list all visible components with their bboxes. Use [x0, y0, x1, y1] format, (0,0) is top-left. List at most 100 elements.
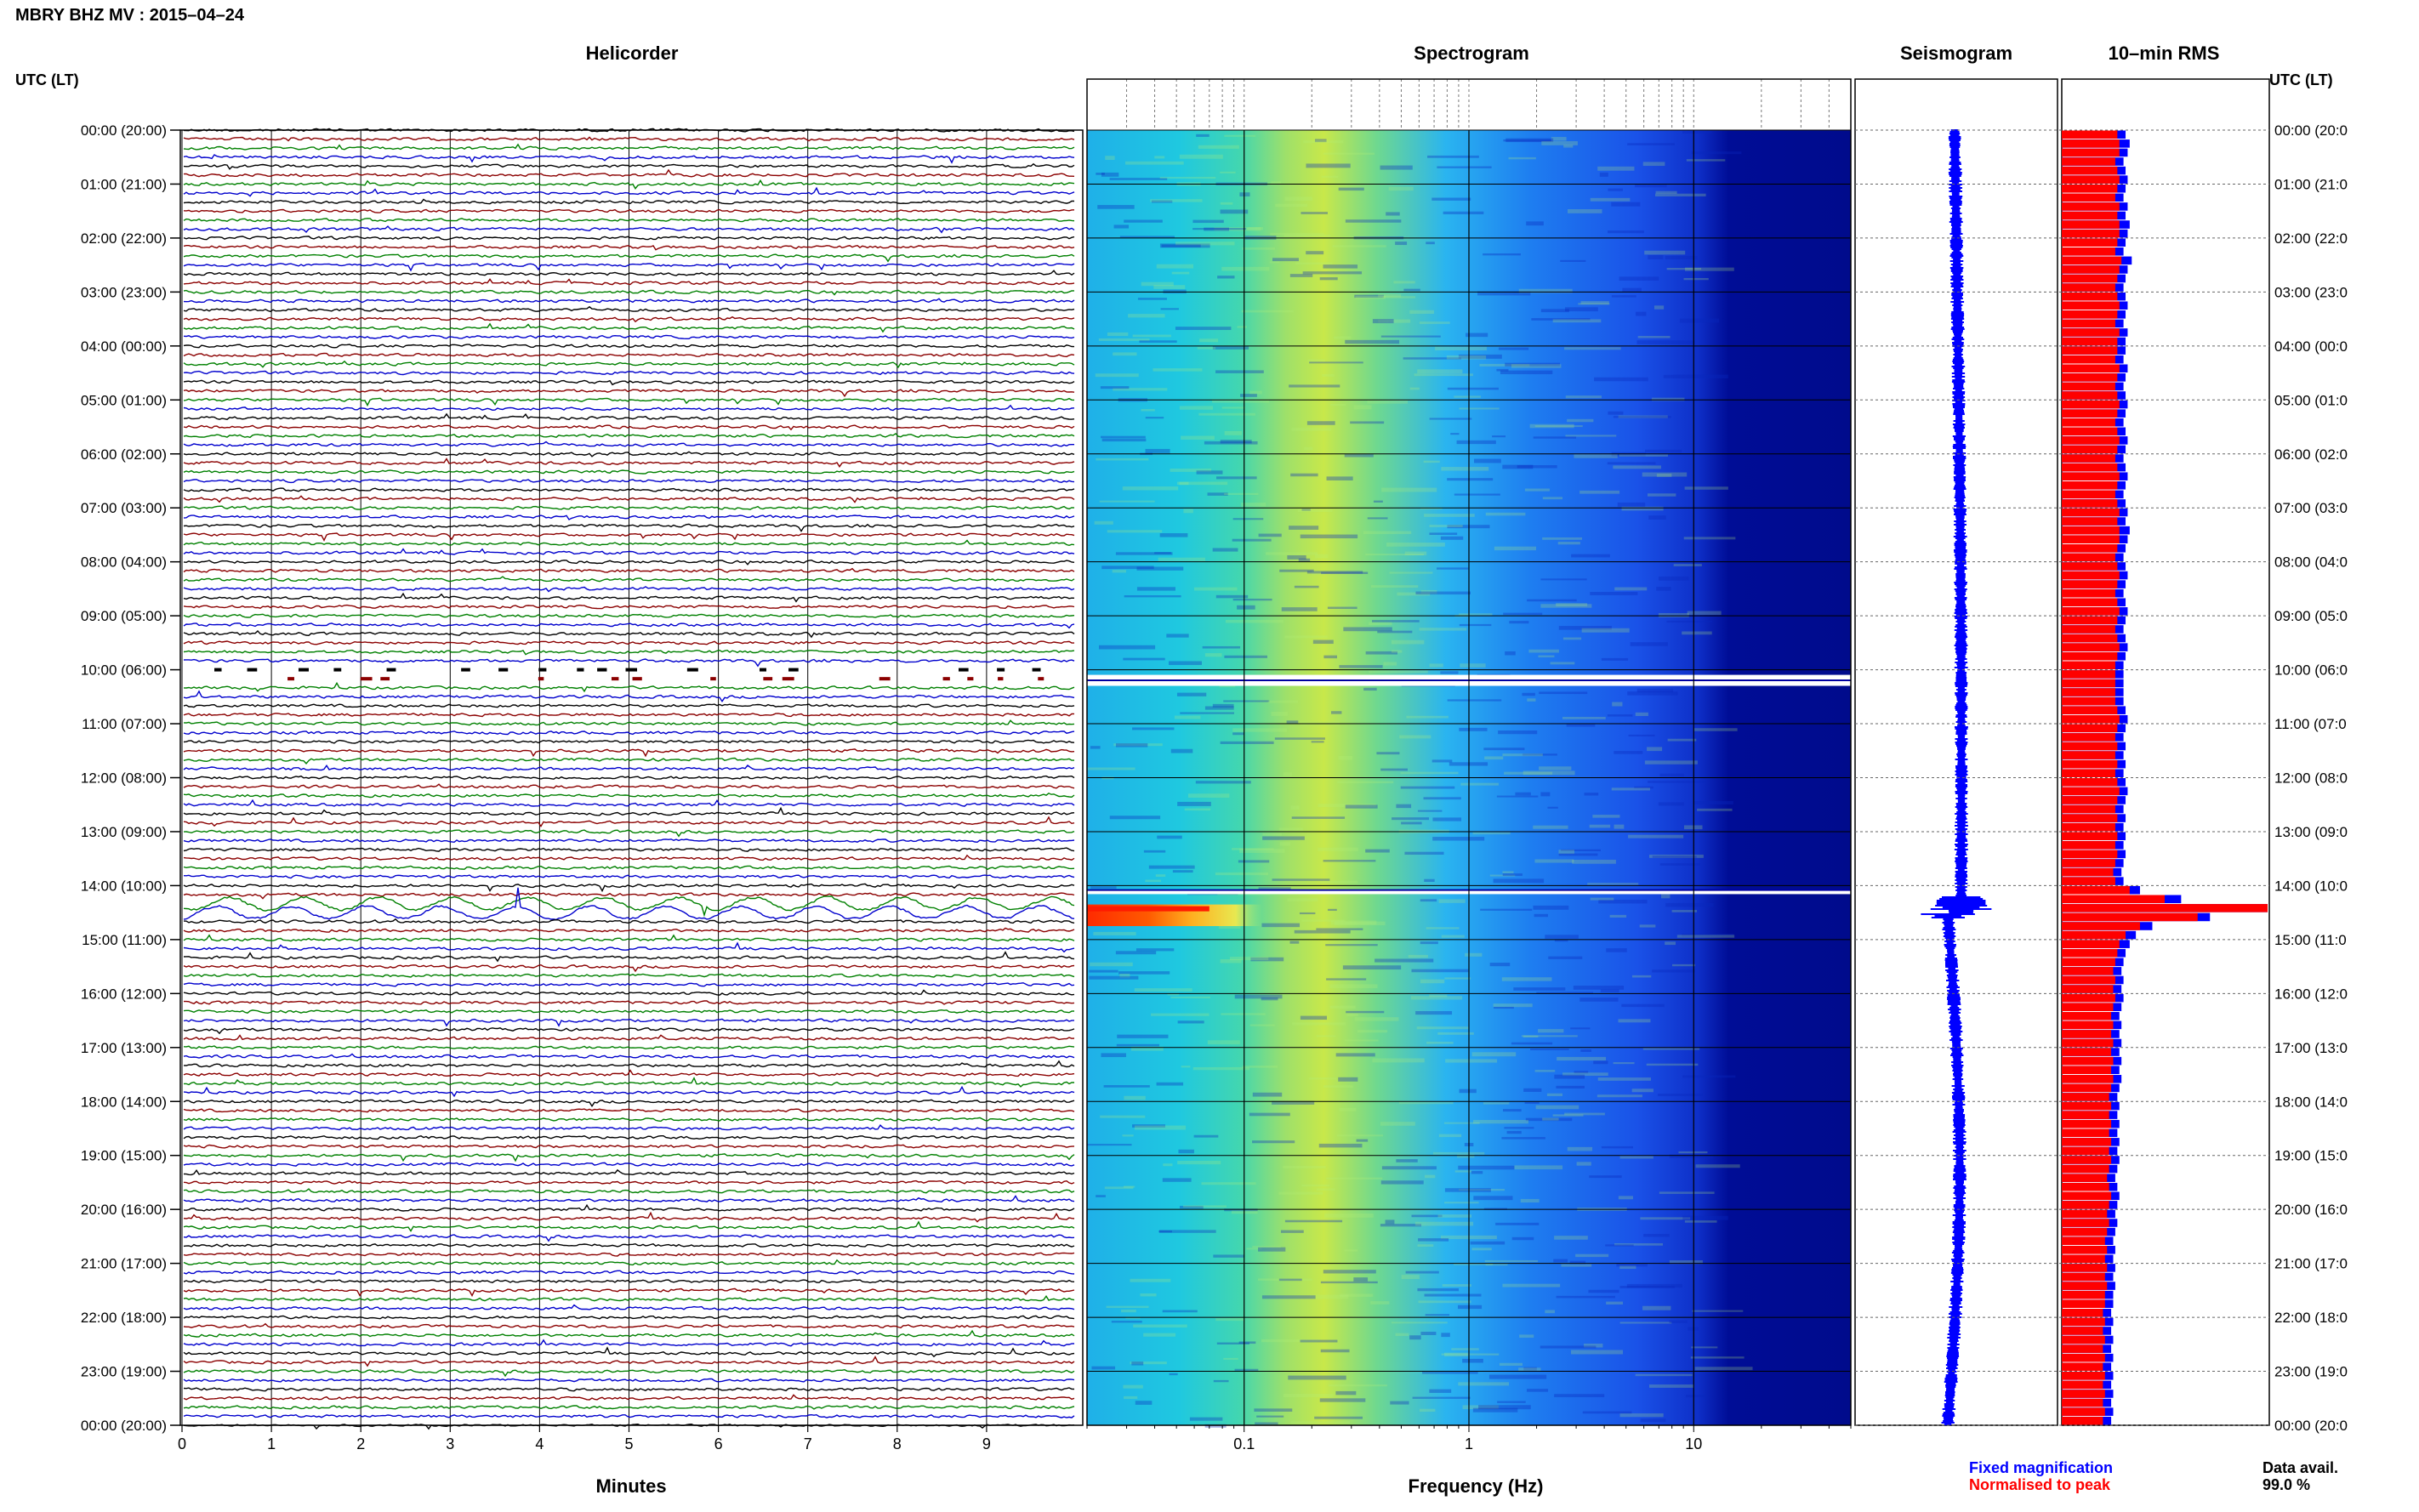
spectrogram-streak — [1531, 318, 1591, 321]
spectrogram-streak — [1493, 1003, 1533, 1008]
spectrogram-streak — [1101, 1053, 1126, 1058]
spectrogram-streak — [1415, 591, 1471, 595]
spectrogram-streak — [1340, 1293, 1374, 1297]
spectrogram-streak — [1365, 554, 1424, 556]
spectrogram-streak — [1466, 333, 1488, 338]
spectrogram-streak — [1294, 929, 1351, 934]
spectrogram-streak — [1357, 1030, 1388, 1033]
spectrogram-streak — [1618, 415, 1668, 418]
spectrogram-streak — [1619, 1156, 1653, 1159]
spectrogram-streak — [1287, 898, 1318, 902]
spectrogram-streak — [1554, 1394, 1605, 1397]
spectrogram-streak — [1523, 753, 1557, 756]
helicorder-trace — [183, 640, 1075, 645]
helicorder-trace — [183, 829, 1075, 838]
spectrogram-streak — [1089, 975, 1139, 980]
spectrogram-streak — [1295, 262, 1333, 265]
spectrogram-streak — [1113, 388, 1168, 391]
helicorder-trace — [183, 1322, 1075, 1329]
spectrogram-streak — [1118, 971, 1170, 975]
spectrogram-streak — [1458, 1165, 1515, 1170]
spectrogram-streak — [1320, 1349, 1350, 1353]
spectrogram-streak — [1137, 298, 1167, 300]
helicorder-trace — [183, 289, 1075, 296]
spectrogram-streak — [1429, 1389, 1452, 1393]
helicorder-trace — [183, 874, 1075, 879]
spectrogram-streak — [1637, 336, 1671, 338]
rms-bar-normalised — [2062, 904, 2268, 912]
spectrogram-streak — [1665, 941, 1676, 946]
spectrogram-streak — [1590, 897, 1614, 901]
spectrogram-streak — [1187, 793, 1230, 799]
spectrogram-streak — [1423, 460, 1440, 463]
rms-bar-normalised — [2062, 400, 2120, 409]
spectrogram-streak — [1682, 130, 1712, 134]
spectrogram-streak — [1525, 1117, 1573, 1122]
spectrogram-streak — [1666, 267, 1702, 270]
spectrogram-streak — [1289, 526, 1319, 530]
helicorder-trace — [183, 757, 1074, 765]
spectrogram-streak — [1204, 1424, 1227, 1428]
rms-bar-normalised — [2062, 436, 2120, 445]
spectrogram-streak — [1459, 623, 1492, 627]
spectrogram-streak — [1619, 1265, 1636, 1270]
spectrogram-streak — [1278, 1191, 1323, 1195]
spectrogram-streak — [1421, 1371, 1478, 1374]
spectrogram-streak — [1132, 1124, 1165, 1128]
rms-bar-normalised — [2062, 1362, 2103, 1372]
spectrogram-streak — [1691, 1346, 1718, 1349]
helicorder-trace — [183, 576, 1075, 583]
rms-bar-normalised — [2062, 769, 2115, 777]
spectrogram-streak — [1154, 552, 1171, 554]
rms-bar-normalised — [2062, 193, 2115, 202]
rms-bar-normalised — [2062, 796, 2118, 804]
spectrogram-streak — [1444, 1352, 1468, 1357]
spectrogram-streak — [1552, 1114, 1584, 1117]
rms-bar-normalised — [2062, 544, 2118, 553]
rms-bar-normalised — [2062, 247, 2115, 256]
spectrogram-streak — [1459, 727, 1488, 731]
rms-bar-normalised — [2062, 184, 2118, 193]
gap-fragment — [632, 677, 642, 681]
spectrogram-streak — [1262, 836, 1305, 840]
spectrogram-streak — [1136, 587, 1175, 591]
helicorder-trace — [183, 278, 1075, 286]
spectrogram-streak — [1329, 403, 1346, 406]
spectrogram-streak — [1462, 1405, 1499, 1410]
rms-bar-normalised — [2062, 679, 2115, 688]
spectrogram-streak — [1221, 406, 1245, 409]
spectrogram-streak — [1417, 1287, 1460, 1292]
spectrogram-streak — [1538, 655, 1555, 658]
spectrogram-streak — [1121, 1310, 1136, 1313]
spectrogram-streak — [1597, 1077, 1651, 1081]
spectrogram-title: Spectrogram — [1414, 43, 1529, 64]
spectrogram-streak — [1297, 509, 1333, 513]
spectrogram-streak — [1365, 651, 1398, 655]
spectrogram-streak — [1234, 1368, 1259, 1373]
helicorder-title: Helicorder — [586, 43, 679, 64]
spectrogram-streak — [1502, 873, 1523, 876]
helicorder-trace — [183, 244, 1075, 251]
rms-bar-normalised — [2062, 553, 2115, 562]
spectrogram-streak — [1607, 462, 1656, 465]
spectrogram-streak — [1565, 395, 1602, 399]
spectrogram-streak — [1283, 772, 1292, 776]
helicorder-trace — [183, 218, 1075, 223]
spectrogram-streak — [1489, 874, 1516, 877]
helicorder-trace — [183, 298, 1075, 304]
spectrogram-streak — [1562, 637, 1582, 640]
spectrogram-streak — [1460, 782, 1499, 786]
rms-bar-normalised — [2062, 751, 2115, 759]
rms-bar-normalised — [2062, 274, 2118, 283]
gap-fragment — [287, 677, 294, 681]
helicorder-trace — [183, 1413, 1075, 1418]
spectrogram-streak — [1616, 1263, 1648, 1267]
rms-bar-normalised — [2062, 1182, 2109, 1191]
rms-bar-normalised — [2062, 733, 2115, 742]
hour-label-right: 23:00 (19:0 — [2274, 1364, 2348, 1380]
spectrogram-streak — [1533, 905, 1569, 910]
spectrogram-streak — [1238, 1341, 1256, 1344]
spectrogram-streak — [1170, 468, 1212, 472]
rms-bar-normalised — [2062, 499, 2118, 508]
